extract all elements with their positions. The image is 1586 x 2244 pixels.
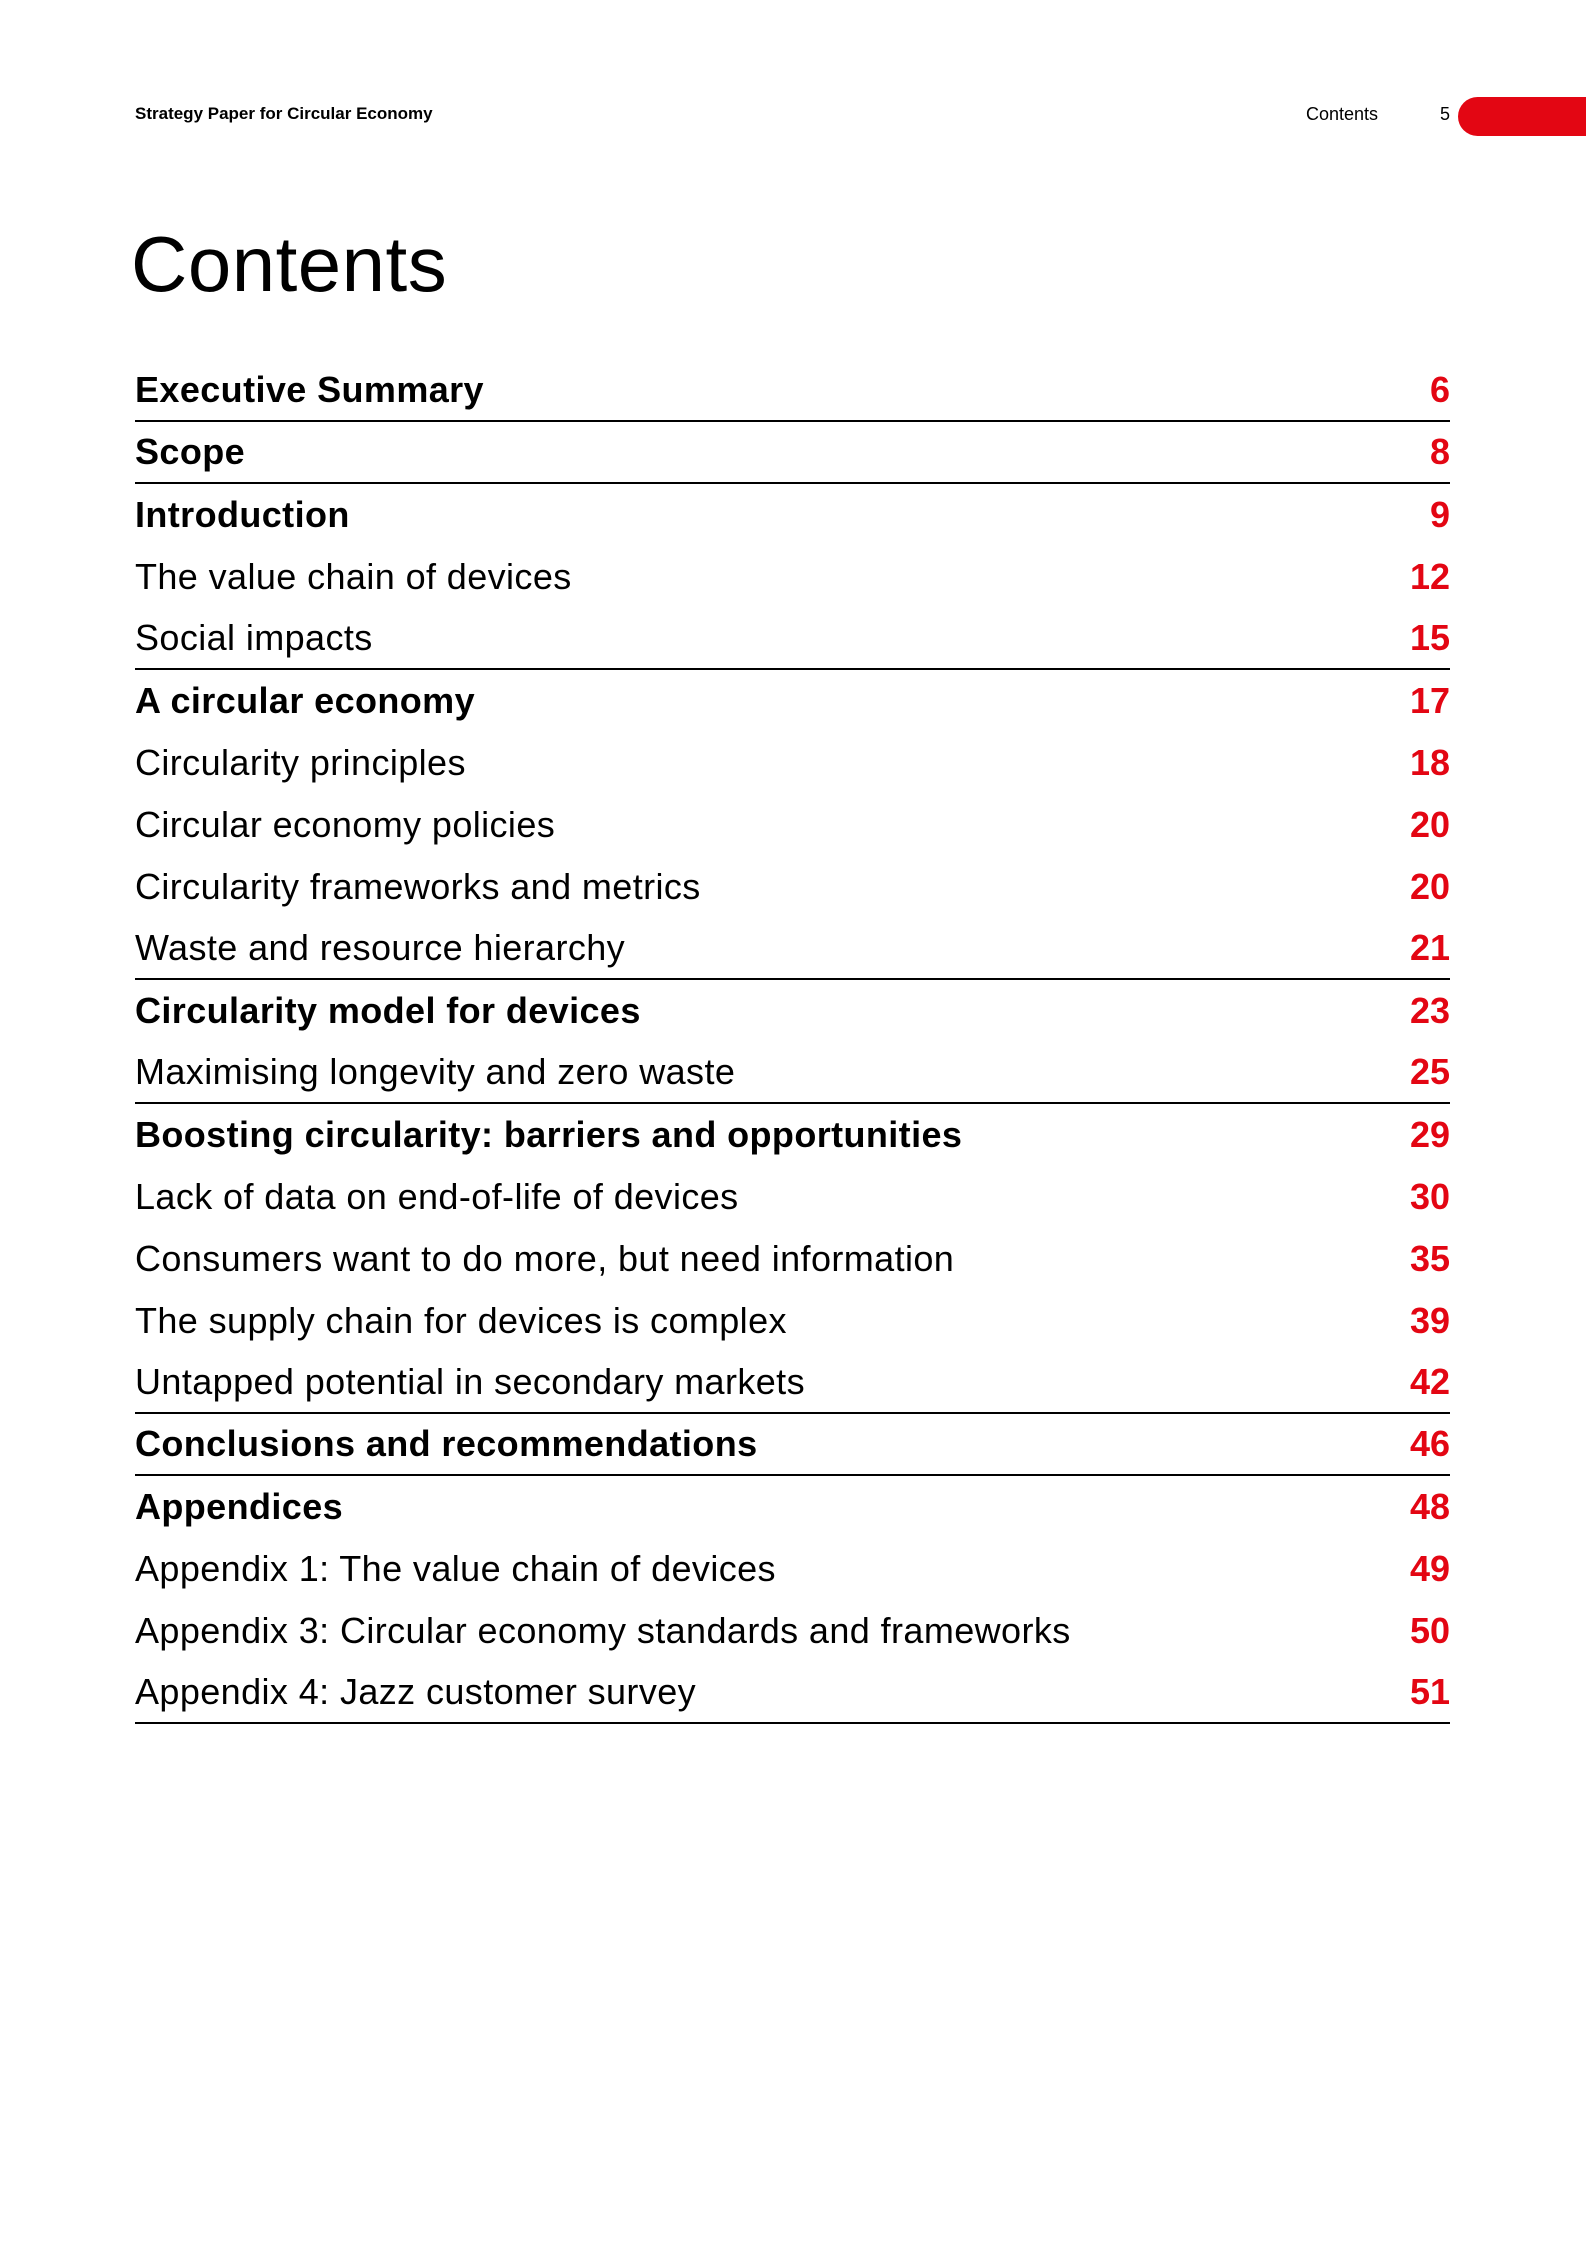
toc-entry-label: Circularity frameworks and metrics <box>135 866 701 907</box>
toc-entry[interactable]: Appendix 3: Circular economy standards a… <box>135 1600 1450 1662</box>
toc-entry-page: 12 <box>1409 556 1450 597</box>
table-of-contents: Executive Summary 6 Scope 8 Introduction 9 The… <box>135 360 1450 1724</box>
toc-entry-page: 30 <box>1409 1176 1450 1217</box>
section-label: Contents <box>1305 104 1378 124</box>
toc-entry[interactable]: Consumers want to do more, but need info… <box>135 1228 1450 1290</box>
toc-entry[interactable]: Executive Summary 6 <box>135 360 1450 422</box>
toc-entry-label: The supply chain for devices is complex <box>135 1300 787 1341</box>
toc-entry-page: 6 <box>1429 369 1450 410</box>
toc-entry-label: Untapped potential in secondary markets <box>135 1361 805 1402</box>
toc-entry-label: Waste and resource hierarchy <box>135 927 626 968</box>
page-title: Contents <box>131 220 448 308</box>
toc-entry-label: Executive Summary <box>135 369 484 410</box>
toc-entry[interactable]: Appendix 1: The value chain of devices 49 <box>135 1538 1450 1600</box>
toc-entry[interactable]: Circularity model for devices 23 <box>135 980 1450 1042</box>
toc-entry-label: Appendix 4: Jazz customer survey <box>135 1671 697 1712</box>
toc-entry-label: Circularity principles <box>135 742 466 783</box>
toc-entry-label: A circular economy <box>135 680 475 721</box>
toc-entry-label: Maximising longevity and zero waste <box>135 1051 736 1092</box>
toc-entry-page: 21 <box>1409 927 1450 968</box>
toc-entry-page: 15 <box>1409 617 1450 658</box>
toc-entry-page: 20 <box>1409 866 1450 907</box>
toc-entry-label: Lack of data on end-of-life of devices <box>135 1176 739 1217</box>
toc-entry-page: 50 <box>1409 1610 1450 1651</box>
toc-entry-page: 48 <box>1409 1486 1450 1527</box>
toc-entry-page: 42 <box>1409 1361 1450 1402</box>
toc-entry[interactable]: Boosting circularity: barriers and oppor… <box>135 1104 1450 1166</box>
toc-entry[interactable]: A circular economy 17 <box>135 670 1450 732</box>
toc-entry-page: 23 <box>1409 990 1450 1031</box>
toc-entry-label: Consumers want to do more, but need info… <box>135 1238 955 1279</box>
toc-entry-page: 18 <box>1409 742 1450 783</box>
toc-entry[interactable]: The value chain of devices 12 <box>135 546 1450 608</box>
toc-entry-label: Appendix 3: Circular economy standards a… <box>135 1610 1071 1651</box>
toc-entry[interactable]: Scope 8 <box>135 422 1450 484</box>
toc-entry-page: 29 <box>1409 1114 1450 1155</box>
toc-entry-page: 35 <box>1409 1238 1450 1279</box>
toc-entry-page: 25 <box>1409 1051 1450 1092</box>
toc-entry[interactable]: Lack of data on end-of-life of devices 30 <box>135 1166 1450 1228</box>
toc-entry-label: Circular economy policies <box>135 804 556 845</box>
toc-entry[interactable]: Appendix 4: Jazz customer survey 51 <box>135 1662 1450 1724</box>
toc-entry-label: Social impacts <box>135 617 373 658</box>
toc-entry-page: 51 <box>1409 1671 1450 1712</box>
page-number: 5 <box>1439 104 1450 124</box>
toc-entry-label: Boosting circularity: barriers and oppor… <box>135 1114 963 1155</box>
toc-entry[interactable]: Conclusions and recommendations 46 <box>135 1414 1450 1476</box>
toc-entry[interactable]: Circularity principles 18 <box>135 732 1450 794</box>
toc-entry-label: Introduction <box>135 494 350 535</box>
toc-entry[interactable]: Waste and resource hierarchy 21 <box>135 918 1450 980</box>
toc-entry[interactable]: Appendices 48 <box>135 1476 1450 1538</box>
toc-entry[interactable]: The supply chain for devices is complex 3… <box>135 1290 1450 1352</box>
toc-entry-page: 46 <box>1409 1423 1450 1464</box>
toc-entry-label: Conclusions and recommendations <box>135 1423 758 1464</box>
toc-entry[interactable]: Maximising longevity and zero waste 25 <box>135 1042 1450 1104</box>
toc-entry[interactable]: Circular economy policies 20 <box>135 794 1450 856</box>
toc-entry-page: 8 <box>1429 431 1450 472</box>
toc-entry-page: 20 <box>1409 804 1450 845</box>
document-title: Strategy Paper for Circular Economy <box>135 104 433 123</box>
toc-entry-page: 17 <box>1409 680 1450 721</box>
toc-entry-label: The value chain of devices <box>135 556 572 597</box>
toc-entry[interactable]: Circularity frameworks and metrics 20 <box>135 856 1450 918</box>
page-tab-marker <box>1458 97 1586 136</box>
toc-entry[interactable]: Introduction 9 <box>135 484 1450 546</box>
toc-entry-page: 49 <box>1409 1548 1450 1589</box>
toc-entry[interactable]: Untapped potential in secondary markets 4… <box>135 1352 1450 1414</box>
toc-entry[interactable]: Social impacts 15 <box>135 608 1450 670</box>
toc-entry-label: Scope <box>135 431 246 472</box>
toc-entry-label: Circularity model for devices <box>135 990 641 1031</box>
toc-entry-page: 9 <box>1429 494 1450 535</box>
toc-entry-page: 39 <box>1409 1300 1450 1341</box>
toc-entry-label: Appendix 1: The value chain of devices <box>135 1548 776 1589</box>
toc-entry-label: Appendices <box>135 1486 344 1527</box>
